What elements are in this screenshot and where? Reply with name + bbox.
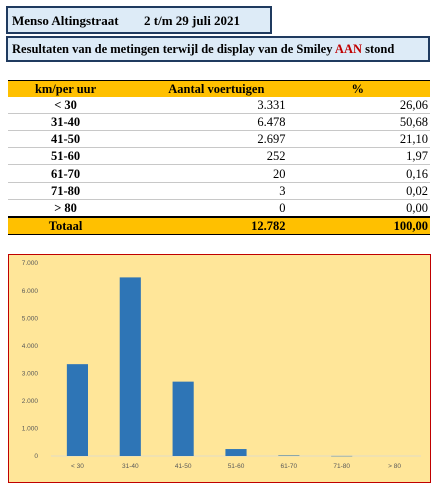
x-tick-label: 51-60 [228, 463, 245, 470]
y-tick-label: 3.000 [22, 370, 39, 377]
x-tick-label: 31-40 [122, 463, 139, 470]
row-percent: 50,68 [287, 113, 430, 132]
bar-0 [66, 364, 88, 456]
subtitle: Resultaten van de metingen terwijl de di… [12, 42, 394, 57]
subtitle-text-after: stond [362, 42, 395, 56]
bar-chart: 0 1.000 2.000 3.000 4.000 5.000 6.000 7.000 < 30… [22, 260, 421, 470]
table-row: < 30 3.331 26,06 [8, 97, 430, 115]
period-title: 2 t/m 29 juli 2021 [144, 13, 241, 28]
x-tick-label: < 30 [71, 463, 84, 470]
row-percent: 0,16 [287, 164, 430, 183]
total-label: Totaal [8, 215, 124, 235]
x-tick-label: > 80 [388, 463, 401, 470]
row-percent: 1,97 [287, 147, 430, 166]
title-box: Menso Altingstraat 2 t/m 29 juli 2021 [6, 6, 272, 34]
bar-3 [225, 449, 247, 456]
row-range: 41-50 [8, 130, 124, 149]
total-percent: 100,00 [287, 215, 430, 235]
row-count: 2.697 [123, 130, 288, 149]
x-tick-label: 61-70 [281, 463, 298, 470]
table-row: > 80 0 0,00 [8, 199, 430, 218]
table-row: 31-40 6.478 50,68 [8, 113, 430, 132]
row-count: 3.331 [123, 97, 288, 115]
row-count: 0 [123, 199, 288, 218]
row-range: > 80 [8, 199, 124, 218]
row-count: 3 [123, 182, 288, 200]
y-tick-label: 4.000 [22, 343, 39, 350]
y-tick-label: 2.000 [22, 398, 39, 405]
header-count: Aantal voertuigen [123, 80, 288, 98]
row-percent: 21,10 [287, 130, 430, 149]
x-tick-label: 71-80 [333, 463, 350, 470]
row-range: < 30 [8, 97, 124, 115]
total-count: 12.782 [123, 215, 288, 235]
row-range: 71-80 [8, 182, 124, 200]
row-range: 31-40 [8, 113, 124, 132]
total-row: Totaal 12.782 100,00 [8, 215, 430, 235]
bar-1 [119, 277, 141, 456]
table-row: 61-70 20 0,16 [8, 164, 430, 183]
x-tick-label: 41-50 [175, 463, 192, 470]
y-tick-label: 6.000 [22, 288, 39, 295]
header-percent: % [287, 80, 430, 98]
table-row: 71-80 3 0,02 [8, 182, 430, 200]
bar-2 [172, 381, 194, 456]
location-title: Menso Altingstraat [12, 13, 119, 28]
row-count: 20 [123, 164, 288, 183]
chart-area: 0 1.000 2.000 3.000 4.000 5.000 6.000 7.000 < 30… [8, 254, 431, 483]
bar-4 [278, 455, 300, 456]
row-count: 252 [123, 147, 288, 166]
results-table: km/per uur Aantal voertuigen % < 30 3.33… [8, 80, 430, 235]
y-tick-label: 1.000 [22, 426, 39, 433]
row-range: 51-60 [8, 147, 124, 166]
y-tick-label: 5.000 [22, 315, 39, 322]
table-header-row: km/per uur Aantal voertuigen % [8, 80, 430, 98]
y-tick-label: 7.000 [22, 260, 39, 267]
row-count: 6.478 [123, 113, 288, 132]
row-percent: 26,06 [287, 97, 430, 115]
row-percent: 0,00 [287, 199, 430, 218]
table-row: 41-50 2.697 21,10 [8, 130, 430, 149]
subtitle-box: Resultaten van de metingen terwijl de di… [6, 36, 430, 62]
subtitle-highlight: AAN [334, 42, 363, 56]
subtitle-text-before: Resultaten van de metingen terwijl de di… [12, 42, 335, 56]
table-row: 51-60 252 1,97 [8, 147, 430, 166]
row-range: 61-70 [8, 164, 124, 183]
row-percent: 0,02 [287, 182, 430, 200]
header-speed: km/per uur [8, 80, 124, 98]
y-tick-label: 0 [34, 453, 38, 460]
